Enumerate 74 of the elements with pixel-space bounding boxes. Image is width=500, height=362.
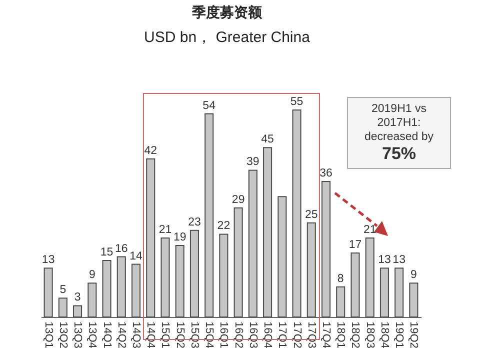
- annotation: 75%: [380, 144, 418, 164]
- bar: [394, 268, 404, 318]
- data-label: 25: [304, 208, 318, 221]
- data-label: 42: [144, 144, 158, 157]
- bar: [234, 207, 243, 318]
- bar: [263, 147, 272, 318]
- x-tick-label: 18Q2: [349, 322, 362, 348]
- data-label: 13: [42, 254, 55, 266]
- bar: [278, 196, 287, 318]
- bar: [131, 264, 141, 318]
- bar: [116, 256, 126, 318]
- x-tick-label: 13Q4: [86, 322, 98, 348]
- bar: [380, 268, 389, 318]
- x-tick-label: 17Q4: [320, 322, 332, 348]
- bar: [365, 237, 374, 318]
- chart-title: 季度募资额: [191, 4, 263, 22]
- annotation: 2019H1 vs 2017H1: decreased by: [363, 102, 435, 144]
- bar: [350, 252, 360, 318]
- bar: [204, 113, 214, 318]
- bar: [73, 305, 82, 318]
- data-label: 16: [114, 242, 128, 255]
- x-tick-label: 13Q1: [42, 322, 54, 348]
- data-label: 3: [74, 292, 81, 304]
- bar: [88, 282, 97, 318]
- x-tick-label: 19Q2: [408, 322, 420, 348]
- x-tick-label: 14Q3: [130, 322, 142, 348]
- x-tick-label: 16Q3: [246, 322, 259, 348]
- data-label: 9: [88, 269, 96, 282]
- bar: [248, 170, 258, 318]
- data-label: 5: [60, 284, 66, 296]
- data-label: 45: [261, 134, 274, 146]
- data-label: 29: [232, 194, 245, 206]
- data-label: 36: [320, 168, 332, 180]
- data-label: 21: [363, 224, 376, 236]
- bar: [146, 158, 156, 318]
- bar: [44, 268, 53, 318]
- x-tick-label: 16Q4: [262, 322, 274, 348]
- x-tick-label: 13Q3: [72, 322, 84, 348]
- x-tick-label: 14Q4: [144, 322, 157, 348]
- bar: [219, 234, 228, 318]
- data-label: 23: [188, 216, 201, 228]
- bar: [306, 222, 316, 318]
- bar: [321, 181, 331, 318]
- bar: [102, 260, 112, 318]
- data-label: 55: [290, 96, 304, 108]
- x-tick-label: 18Q3: [364, 322, 376, 348]
- bar: [160, 237, 170, 318]
- bar: [175, 244, 184, 318]
- chart-subtitle: USD bn， Greater China: [143, 28, 311, 47]
- data-label: 13: [392, 254, 406, 266]
- x-tick-label: 16Q2: [232, 322, 244, 348]
- data-label: 54: [202, 100, 216, 112]
- data-label: 15: [100, 246, 114, 259]
- x-tick-label: 14Q1: [100, 322, 113, 348]
- x-tick-label: 19Q1: [393, 322, 406, 348]
- data-label: 39: [246, 156, 260, 168]
- bar: [409, 282, 418, 318]
- bar: [190, 230, 199, 318]
- data-label: 17: [348, 239, 362, 252]
- data-label: 19: [173, 231, 186, 244]
- bar: [292, 110, 302, 318]
- callout-box: 2019H1 vs 2017H1: decreased by 75%: [347, 97, 451, 169]
- data-label: 9: [410, 269, 417, 282]
- data-label: 13: [378, 254, 391, 266]
- x-tick-label: 13Q2: [56, 322, 69, 348]
- bar: [58, 298, 68, 318]
- bar: [336, 286, 346, 318]
- x-tick-label: 14Q2: [115, 322, 128, 348]
- data-label: 8: [337, 272, 344, 285]
- data-label: 21: [158, 224, 172, 236]
- x-tick-label: 18Q1: [334, 322, 347, 348]
- data-label: 14: [130, 250, 143, 262]
- data-label: 22: [217, 220, 230, 232]
- x-tick-label: 18Q4: [378, 322, 390, 348]
